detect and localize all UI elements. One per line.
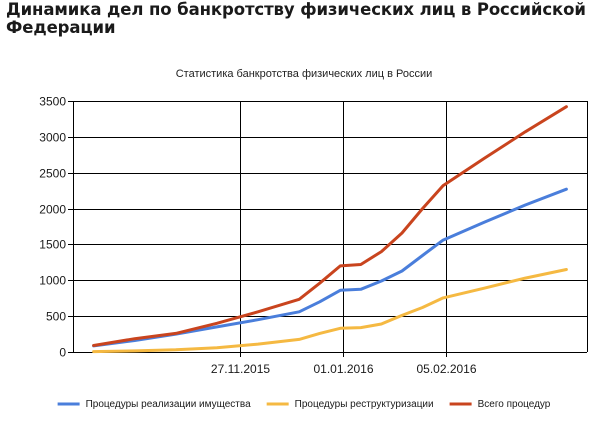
x-tick-label: 27.11.2015 (211, 362, 270, 376)
y-tick-label: 2500 (39, 167, 66, 181)
chart-title: Статистика банкротства физических лиц в … (176, 68, 433, 80)
y-tick-label: 3500 (39, 95, 66, 109)
y-tick-label: 3000 (39, 131, 66, 145)
legend-label-1: Процедуры реализации имущества (86, 399, 251, 410)
y-axis-ticks: 0 500 1000 1500 2000 2500 3000 3500 (39, 95, 73, 360)
x-tick-label: 01.01.2016 (313, 362, 373, 376)
x-axis-ticks: 27.11.2015 01.01.2016 05.02.2016 (211, 362, 477, 376)
series-line-1 (92, 187, 568, 348)
x-tick-label: 05.02.2016 (416, 362, 476, 376)
legend-label-2: Процедуры реструктуризации (295, 399, 434, 410)
y-tick-label: 2000 (39, 203, 66, 217)
grid-lines (73, 101, 588, 357)
y-tick-label: 1000 (39, 274, 66, 288)
page-heading: Динамика дел по банкротству физических л… (6, 0, 586, 37)
y-tick-label: 500 (46, 310, 66, 324)
series-line-3 (92, 105, 568, 347)
y-tick-label: 1500 (39, 238, 66, 252)
legend: Процедуры реализации имущества Процедуры … (57, 399, 551, 410)
y-tick-label: 0 (59, 346, 66, 360)
legend-label-3: Всего процедур (478, 399, 551, 410)
series-lines (92, 105, 568, 354)
series-line-2 (92, 268, 568, 354)
